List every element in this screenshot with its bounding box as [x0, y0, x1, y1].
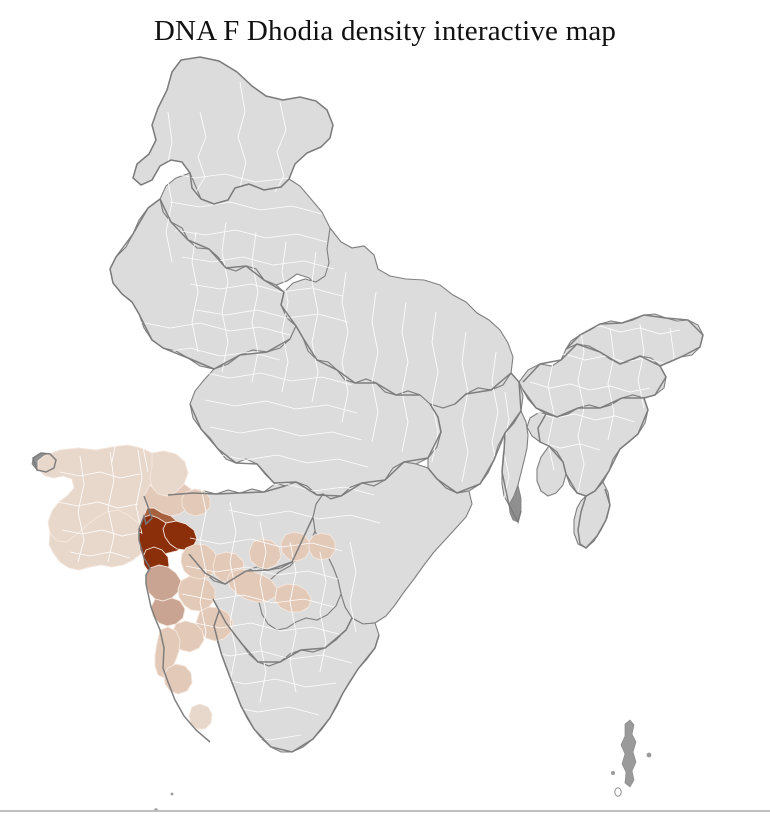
india-district-map[interactable]	[0, 52, 770, 810]
district-region[interactable]	[573, 481, 611, 549]
footer-area	[0, 812, 770, 818]
district-boundary-lines	[57, 81, 681, 769]
island-region[interactable]	[611, 771, 615, 775]
island-region[interactable]	[620, 719, 637, 788]
district-region[interactable]	[427, 372, 524, 494]
district-region[interactable]	[308, 532, 336, 561]
footer-divider	[0, 810, 770, 812]
base-landmass-group	[31, 56, 704, 753]
island-region[interactable]	[154, 808, 158, 810]
district-region[interactable]	[163, 663, 193, 695]
state-boundary-lines	[32, 56, 704, 753]
island-region[interactable]	[614, 787, 622, 797]
island-region[interactable]	[170, 792, 174, 796]
island-region[interactable]	[646, 752, 652, 758]
choropleth-group	[37, 444, 336, 730]
map-canvas[interactable]	[0, 52, 770, 810]
islands-group	[154, 719, 652, 810]
page-title: DNA F Dhodia density interactive map	[153, 15, 617, 47]
district-region[interactable]	[226, 568, 278, 603]
district-region[interactable]	[248, 538, 282, 570]
district-region[interactable]	[188, 703, 213, 730]
district-region[interactable]	[150, 597, 186, 627]
